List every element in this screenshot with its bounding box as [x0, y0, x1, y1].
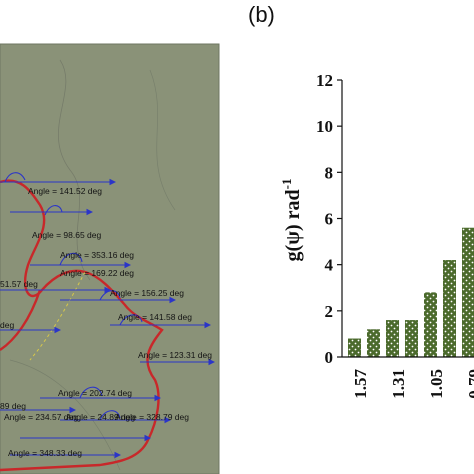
traced-fiber-branch [0, 289, 42, 351]
angle-annotation: Angle = 328.79 deg [115, 412, 189, 422]
y-tick-label: 2 [325, 302, 334, 321]
angle-annotation: Angle = 353.16 deg [60, 250, 134, 260]
x-tick-label: 1.05 [427, 369, 446, 399]
x-tick-label: 0.79 [465, 369, 474, 399]
traced-fiber [0, 179, 164, 472]
histogram-bar [386, 320, 399, 357]
angle-annotation: Angle = 202.74 deg [58, 388, 132, 398]
y-tick-label: 12 [316, 71, 333, 90]
histogram-chart: g(ψ) rad-1 0 2 4 6 8 10 12 1.57 1.31 1.05 0.79 [279, 71, 474, 399]
angle-annotation: Angle = 348.33 deg [8, 448, 82, 458]
histogram-bar [348, 338, 361, 357]
fiber-trace [9, 359, 121, 471]
angle-annotation: Angle = 24.89 deg [66, 412, 136, 422]
angle-arrows [0, 172, 216, 459]
histogram-bar [424, 292, 437, 357]
histogram-bar [443, 260, 456, 357]
angle-annotation: Angle = 169.22 deg [60, 268, 134, 278]
y-tick-label: 10 [316, 117, 333, 136]
panel-b-label: (b) [248, 2, 275, 27]
histogram-bar [462, 227, 474, 357]
histogram-bar [367, 329, 380, 357]
angle-annotation: deg [0, 320, 14, 330]
x-tick-label: 1.57 [351, 369, 370, 399]
angle-annotation: Angle = 141.58 deg [118, 312, 192, 322]
y-tick-label: 6 [325, 210, 334, 229]
y-axis-label: g(ψ) rad-1 [279, 179, 304, 262]
micrograph-panel: Angle = 141.52 deg Angle = 98.65 deg Ang… [0, 43, 220, 474]
y-tick-label: 0 [325, 348, 334, 367]
angle-annotation: Angle = 98.65 deg [32, 230, 102, 240]
y-tick-label: 4 [325, 256, 334, 275]
angle-annotation: Angle = 123.31 deg [138, 350, 212, 360]
x-axis: 1.57 1.31 1.05 0.79 [351, 369, 474, 399]
angle-annotation: 51.57 deg [0, 279, 38, 289]
traced-fiber-yellow [29, 271, 86, 361]
fiber-trace [58, 59, 91, 281]
x-tick-label: 1.31 [389, 369, 408, 399]
fiber-trace [149, 69, 176, 211]
angle-annotation: Angle = 234.57 deg [4, 412, 78, 422]
bar-series [348, 227, 474, 357]
angle-annotation: Angle = 141.52 deg [28, 186, 102, 196]
angle-annotation: 89 deg [0, 401, 26, 411]
y-axis: 0 2 4 6 8 10 12 [316, 71, 342, 367]
angle-annotation: Angle = 156.25 deg [110, 288, 184, 298]
y-tick-label: 8 [325, 163, 334, 182]
micrograph-background [0, 44, 219, 474]
histogram-bar [405, 320, 418, 357]
